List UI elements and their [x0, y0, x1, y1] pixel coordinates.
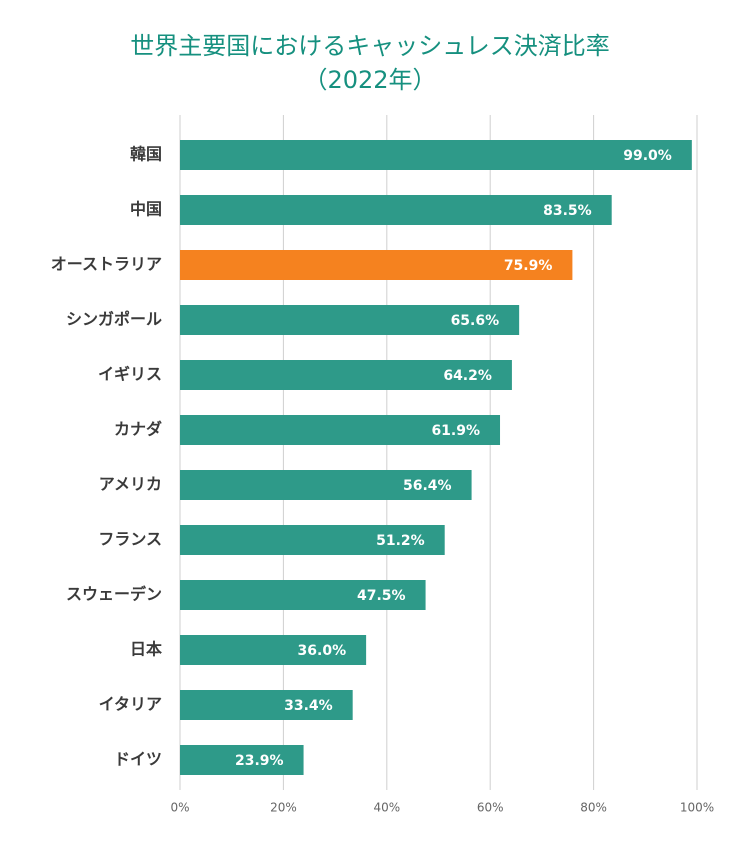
chart-title: 世界主要国におけるキャッシュレス決済比率: [130, 32, 610, 60]
bar: [180, 305, 520, 335]
value-label: 83.5%: [543, 203, 592, 219]
bar: [180, 360, 512, 390]
bar: [180, 745, 304, 775]
value-label: 36.0%: [298, 643, 347, 659]
value-label: 23.9%: [235, 753, 284, 769]
value-label: 33.4%: [284, 698, 333, 714]
value-label: 47.5%: [357, 588, 406, 604]
bar: [180, 195, 612, 225]
x-tick-label: 40%: [373, 801, 400, 815]
value-label: 65.6%: [451, 313, 500, 329]
category-label: スウェーデン: [66, 585, 162, 604]
bar: [180, 250, 573, 280]
x-tick-label: 60%: [477, 801, 504, 815]
category-label: 中国: [130, 200, 162, 219]
value-label: 75.9%: [504, 258, 553, 274]
value-label: 99.0%: [623, 148, 672, 164]
value-label: 61.9%: [431, 423, 480, 439]
x-tick-label: 80%: [580, 801, 607, 815]
x-tick-label: 100%: [680, 801, 714, 815]
category-label: 日本: [130, 640, 162, 659]
x-tick-label: 20%: [270, 801, 297, 815]
bar: [180, 525, 445, 555]
category-label: シンガポール: [66, 310, 162, 329]
bar: [180, 470, 472, 500]
bar: [180, 635, 367, 665]
category-label: 韓国: [130, 145, 162, 164]
bar: [180, 690, 353, 720]
bar: [180, 140, 692, 170]
value-label: 64.2%: [443, 368, 492, 384]
value-label: 51.2%: [376, 533, 425, 549]
bar: [180, 580, 426, 610]
category-label: オーストラリア: [51, 255, 162, 274]
bar: [180, 415, 501, 445]
category-label: フランス: [98, 530, 162, 549]
value-label: 56.4%: [403, 478, 452, 494]
category-label: ドイツ: [114, 750, 162, 769]
chart-subtitle: （2022年）: [303, 66, 436, 94]
category-label: アメリカ: [99, 475, 162, 494]
category-label: イタリア: [99, 695, 162, 714]
x-tick-label: 0%: [170, 801, 189, 815]
category-label: イギリス: [98, 365, 162, 384]
category-label: カナダ: [114, 420, 162, 439]
